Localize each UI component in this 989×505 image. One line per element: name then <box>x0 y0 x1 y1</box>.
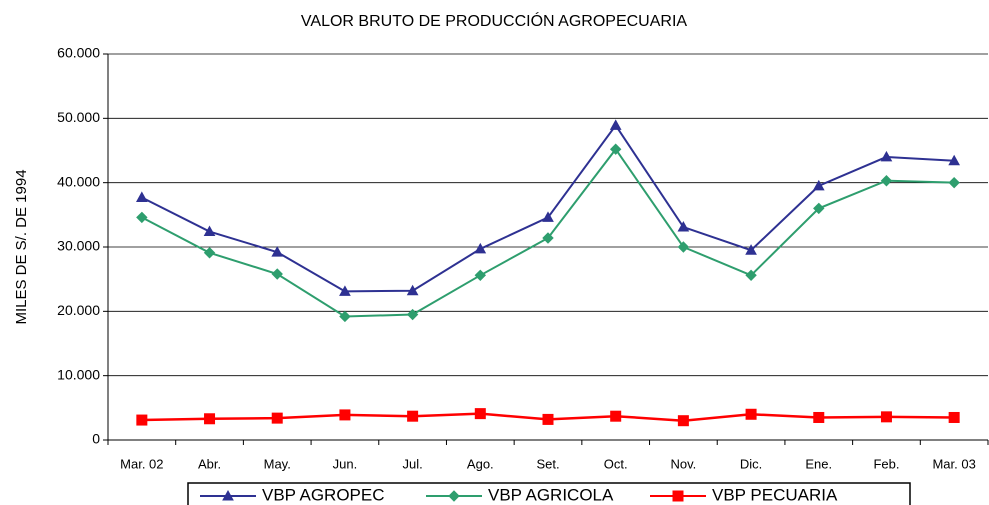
marker <box>609 143 622 155</box>
y-axis-label: MILES DE S/. DE 1994 <box>13 169 30 324</box>
marker <box>880 411 892 423</box>
x-tick-label: Ene. <box>805 456 832 471</box>
marker <box>948 411 960 423</box>
marker <box>448 490 460 502</box>
legend-item: VBP AGRICOLA <box>426 485 614 504</box>
marker <box>948 176 960 189</box>
legend-label: VBP AGRICOLA <box>488 485 614 504</box>
x-tick-label: Dic. <box>740 456 762 471</box>
marker <box>474 242 487 254</box>
legend-label: VBP AGROPEC <box>262 485 385 504</box>
marker <box>203 225 216 237</box>
marker <box>271 268 283 280</box>
marker <box>136 211 148 224</box>
y-tick-label: 20.000 <box>57 302 100 318</box>
marker <box>745 269 757 282</box>
marker <box>136 414 148 426</box>
y-tick-label: 0 <box>92 431 100 447</box>
marker <box>339 310 351 323</box>
marker <box>813 202 825 215</box>
y-tick-label: 10.000 <box>57 366 100 382</box>
marker <box>813 411 825 423</box>
x-tick-label: Jul. <box>402 456 422 471</box>
marker <box>880 175 893 187</box>
y-tick-label: 50.000 <box>57 109 100 125</box>
marker <box>610 410 622 422</box>
y-tick-label: 60.000 <box>57 45 100 61</box>
marker <box>948 154 961 166</box>
marker <box>542 232 554 244</box>
marker <box>542 211 554 222</box>
marker <box>542 413 554 425</box>
marker <box>677 415 689 427</box>
x-tick-label: May. <box>264 456 291 471</box>
marker <box>745 244 757 255</box>
x-tick-label: Nov. <box>671 456 697 471</box>
marker <box>677 221 690 232</box>
marker <box>880 150 893 162</box>
y-tick-label: 40.000 <box>57 173 100 189</box>
marker <box>406 308 419 321</box>
marker <box>271 246 284 257</box>
marker <box>672 490 684 502</box>
x-tick-label: Mar. 03 <box>932 456 975 471</box>
x-tick-label: Mar. 02 <box>120 456 163 471</box>
marker <box>474 408 486 420</box>
legend-item: VBP AGROPEC <box>200 485 385 504</box>
legend-box <box>187 482 911 505</box>
marker <box>271 412 283 424</box>
marker <box>204 413 216 425</box>
marker <box>609 119 622 130</box>
marker <box>677 241 690 253</box>
marker <box>745 408 757 420</box>
y-tick-label: 30.000 <box>57 238 100 254</box>
x-tick-label: Set. <box>536 456 559 471</box>
chart-title: VALOR BRUTO DE PRODUCCIÓN AGROPECUARIA <box>301 11 687 30</box>
marker <box>406 284 419 296</box>
x-tick-label: Jun. <box>333 456 358 471</box>
marker <box>474 269 487 282</box>
x-tick-label: Oct. <box>604 456 628 471</box>
series-line <box>141 123 955 293</box>
x-tick-label: Feb. <box>873 456 899 471</box>
marker <box>812 179 825 191</box>
x-tick-label: Abr. <box>198 456 221 471</box>
marker <box>222 489 234 501</box>
marker <box>203 247 216 259</box>
marker <box>407 410 419 422</box>
marker <box>339 285 351 296</box>
legend-label: VBP PECUARIA <box>712 485 838 504</box>
legend-item: VBP PECUARIA <box>650 485 838 504</box>
x-tick-label: Ago. <box>467 456 494 471</box>
marker <box>339 409 351 421</box>
marker <box>135 191 148 202</box>
